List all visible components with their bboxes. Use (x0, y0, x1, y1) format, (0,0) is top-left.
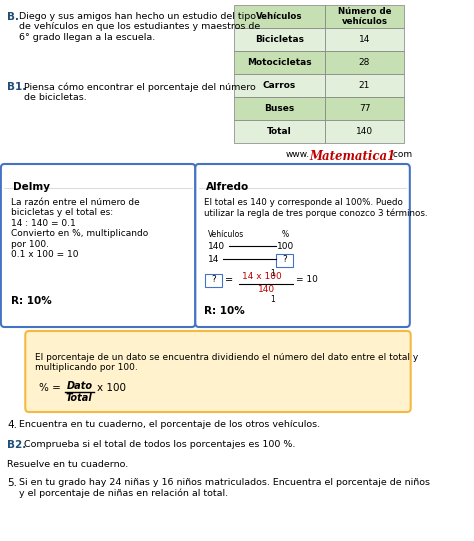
Text: Total: Total (267, 127, 292, 136)
Text: Motocicletas: Motocicletas (247, 58, 312, 67)
FancyBboxPatch shape (325, 51, 404, 74)
FancyBboxPatch shape (325, 5, 404, 28)
Text: www.: www. (285, 150, 310, 159)
FancyBboxPatch shape (205, 274, 222, 287)
Text: .com: .com (390, 150, 412, 159)
Text: Número de
vehículos: Número de vehículos (337, 7, 391, 26)
FancyBboxPatch shape (234, 28, 325, 51)
Text: 140: 140 (208, 242, 225, 251)
Text: 14: 14 (359, 35, 370, 44)
Text: Vehículos: Vehículos (208, 230, 244, 239)
FancyBboxPatch shape (325, 120, 404, 143)
FancyBboxPatch shape (275, 254, 293, 267)
Text: 14: 14 (208, 255, 219, 264)
FancyBboxPatch shape (234, 51, 325, 74)
Text: Bicicletas: Bicicletas (255, 35, 304, 44)
Text: Diego y sus amigos han hecho un estudio del tipo
de vehículos en que los estudia: Diego y sus amigos han hecho un estudio … (19, 12, 260, 42)
Text: 140: 140 (356, 127, 373, 136)
Text: B.: B. (7, 12, 19, 22)
Text: % =: % = (39, 383, 61, 393)
Text: 28: 28 (359, 58, 370, 67)
FancyBboxPatch shape (325, 28, 404, 51)
Text: Encuentra en tu cuaderno, el porcentaje de los otros vehículos.: Encuentra en tu cuaderno, el porcentaje … (19, 420, 320, 429)
Text: Dato: Dato (67, 381, 93, 391)
FancyBboxPatch shape (234, 74, 325, 97)
Text: R: 10%: R: 10% (11, 296, 52, 306)
Text: 140: 140 (258, 285, 275, 294)
Text: B1.: B1. (7, 82, 26, 92)
FancyBboxPatch shape (234, 120, 325, 143)
Text: 5.: 5. (7, 478, 17, 488)
Text: Si en tu grado hay 24 niñas y 16 niños matriculados. Encuentra el porcentaje de : Si en tu grado hay 24 niñas y 16 niños m… (19, 478, 430, 498)
Text: Comprueba si el total de todos los porcentajes es 100 %.: Comprueba si el total de todos los porce… (25, 440, 296, 449)
Text: = 10: = 10 (296, 275, 319, 284)
FancyBboxPatch shape (195, 164, 410, 327)
Text: %: % (282, 230, 289, 239)
Text: 100: 100 (277, 242, 294, 251)
Text: 1: 1 (270, 269, 275, 278)
Text: ?: ? (282, 255, 287, 265)
Text: ?: ? (211, 275, 216, 285)
Text: El total es 140 y corresponde al 100%. Puedo
utilizar la regla de tres porque co: El total es 140 y corresponde al 100%. P… (204, 198, 428, 218)
Text: Total: Total (65, 393, 92, 403)
Text: 1: 1 (270, 295, 275, 304)
FancyBboxPatch shape (325, 97, 404, 120)
Text: 77: 77 (359, 104, 370, 113)
Text: R: 10%: R: 10% (204, 306, 245, 316)
Text: La razón entre el número de
bicicletas y el total es:
14 : 140 = 0.1
Convierto e: La razón entre el número de bicicletas y… (11, 198, 148, 259)
FancyBboxPatch shape (25, 331, 410, 412)
FancyBboxPatch shape (234, 5, 325, 28)
Text: Alfredo: Alfredo (206, 182, 249, 192)
FancyBboxPatch shape (325, 74, 404, 97)
Text: Resuelve en tu cuaderno.: Resuelve en tu cuaderno. (7, 460, 128, 469)
Text: 21: 21 (359, 81, 370, 90)
Text: x 100: x 100 (97, 383, 126, 393)
Text: B2.: B2. (7, 440, 26, 450)
Text: 14 x 100: 14 x 100 (242, 272, 282, 281)
FancyBboxPatch shape (1, 164, 195, 327)
Text: Carros: Carros (263, 81, 296, 90)
Text: Buses: Buses (264, 104, 294, 113)
FancyBboxPatch shape (234, 97, 325, 120)
Text: 4.: 4. (7, 420, 17, 430)
Text: =: = (225, 275, 233, 285)
Text: Piensa cómo encontrar el porcentaje del número
de bicicletas.: Piensa cómo encontrar el porcentaje del … (25, 82, 256, 102)
Text: Vehículos: Vehículos (256, 12, 303, 21)
Text: El porcentaje de un dato se encuentra dividiendo el número del dato entre el tot: El porcentaje de un dato se encuentra di… (35, 353, 418, 372)
Text: Delmy: Delmy (13, 182, 50, 192)
Text: Matematica1: Matematica1 (310, 150, 396, 163)
